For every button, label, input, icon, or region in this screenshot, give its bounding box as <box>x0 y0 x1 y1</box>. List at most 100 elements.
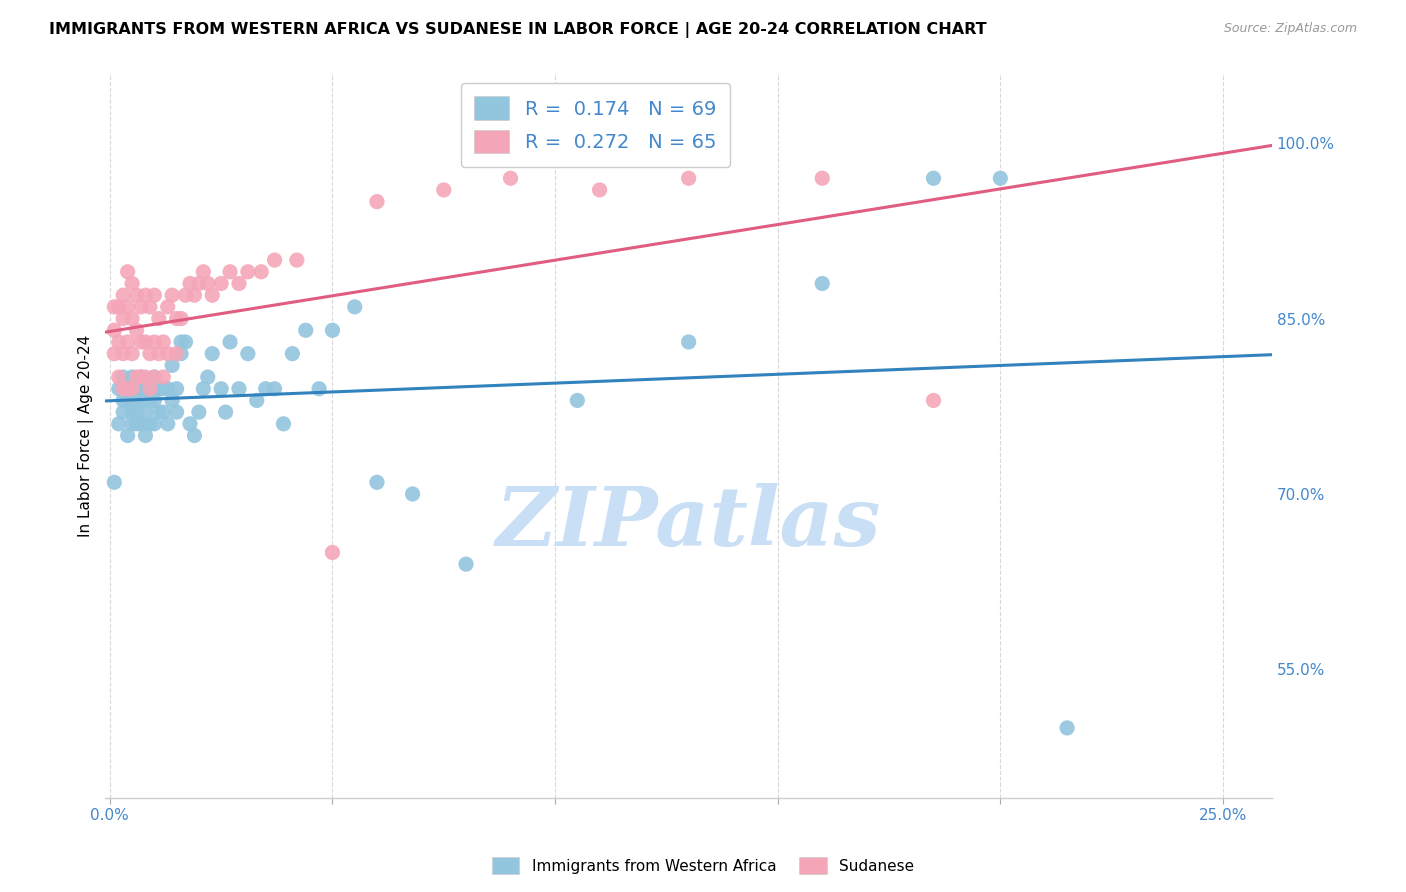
Point <box>308 382 330 396</box>
Point <box>174 334 197 349</box>
Point <box>187 277 209 291</box>
Point <box>139 417 162 431</box>
Point <box>112 346 135 360</box>
Point <box>678 171 700 186</box>
Point <box>183 428 205 442</box>
Point <box>228 277 250 291</box>
Point <box>125 405 148 419</box>
Point <box>121 417 143 431</box>
Point <box>209 382 232 396</box>
Text: ZIPatlas: ZIPatlas <box>496 483 882 563</box>
Point <box>263 382 285 396</box>
Point <box>129 370 152 384</box>
Point <box>988 171 1011 186</box>
Point <box>112 311 135 326</box>
Point <box>922 171 945 186</box>
Point <box>134 382 156 396</box>
Point <box>321 323 343 337</box>
Legend: R =  0.174   N = 69, R =  0.272   N = 65: R = 0.174 N = 69, R = 0.272 N = 65 <box>461 83 730 167</box>
Point <box>103 346 125 360</box>
Point <box>285 253 308 268</box>
Point <box>103 300 125 314</box>
Point <box>170 334 193 349</box>
Point <box>366 475 388 490</box>
Point <box>567 393 589 408</box>
Point <box>107 300 129 314</box>
Point <box>1056 721 1078 735</box>
Point <box>156 417 179 431</box>
Point <box>117 382 139 396</box>
Legend: Immigrants from Western Africa, Sudanese: Immigrants from Western Africa, Sudanese <box>486 851 920 880</box>
Point <box>201 288 224 302</box>
Point <box>134 428 156 442</box>
Point <box>193 382 215 396</box>
Text: IMMIGRANTS FROM WESTERN AFRICA VS SUDANESE IN LABOR FORCE | AGE 20-24 CORRELATIO: IMMIGRANTS FROM WESTERN AFRICA VS SUDANE… <box>49 22 987 38</box>
Point <box>125 417 148 431</box>
Point <box>401 487 423 501</box>
Point <box>121 277 143 291</box>
Point <box>125 370 148 384</box>
Point <box>148 382 170 396</box>
Point <box>117 334 139 349</box>
Point <box>139 393 162 408</box>
Point <box>922 393 945 408</box>
Point <box>117 265 139 279</box>
Point <box>170 311 193 326</box>
Point <box>321 545 343 559</box>
Point <box>160 393 183 408</box>
Point <box>166 346 188 360</box>
Point <box>197 370 219 384</box>
Point <box>152 370 174 384</box>
Point <box>125 393 148 408</box>
Point <box>294 323 316 337</box>
Point <box>166 405 188 419</box>
Point <box>156 382 179 396</box>
Point <box>112 370 135 384</box>
Point <box>152 334 174 349</box>
Point <box>263 253 285 268</box>
Point <box>129 300 152 314</box>
Point <box>112 288 135 302</box>
Point <box>197 277 219 291</box>
Point <box>117 382 139 396</box>
Point <box>193 265 215 279</box>
Point <box>121 405 143 419</box>
Point <box>236 265 259 279</box>
Point <box>121 382 143 396</box>
Point <box>160 359 183 373</box>
Point <box>112 405 135 419</box>
Point <box>156 300 179 314</box>
Point <box>107 417 129 431</box>
Y-axis label: In Labor Force | Age 20-24: In Labor Force | Age 20-24 <box>79 334 94 537</box>
Point <box>187 405 209 419</box>
Point <box>166 382 188 396</box>
Point <box>250 265 273 279</box>
Point <box>366 194 388 209</box>
Point <box>228 382 250 396</box>
Point <box>214 405 236 419</box>
Point <box>143 288 166 302</box>
Point <box>148 405 170 419</box>
Point <box>143 393 166 408</box>
Point <box>121 346 143 360</box>
Point <box>811 277 834 291</box>
Point <box>811 171 834 186</box>
Point <box>112 382 135 396</box>
Point <box>139 300 162 314</box>
Point <box>170 346 193 360</box>
Point <box>254 382 277 396</box>
Point <box>499 171 522 186</box>
Point <box>143 370 166 384</box>
Point <box>174 288 197 302</box>
Point <box>183 288 205 302</box>
Point <box>343 300 366 314</box>
Point <box>219 265 242 279</box>
Point <box>107 382 129 396</box>
Point <box>125 382 148 396</box>
Point <box>433 183 456 197</box>
Point <box>156 346 179 360</box>
Point <box>273 417 295 431</box>
Point <box>678 334 700 349</box>
Point <box>454 557 477 571</box>
Point <box>129 417 152 431</box>
